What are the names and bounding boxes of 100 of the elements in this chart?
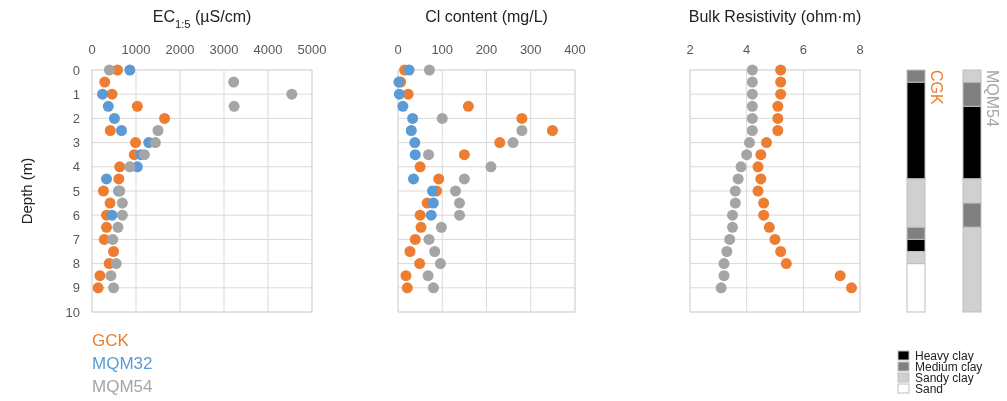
point bbox=[131, 100, 143, 112]
text: GCK bbox=[92, 331, 130, 350]
point bbox=[732, 173, 744, 185]
point bbox=[755, 173, 767, 185]
point bbox=[715, 282, 727, 294]
point bbox=[108, 112, 120, 124]
x-tick-label: 3000 bbox=[209, 42, 239, 57]
point bbox=[454, 209, 466, 221]
x-tick-label: 300 bbox=[519, 42, 542, 57]
point bbox=[102, 100, 114, 112]
point bbox=[434, 258, 446, 270]
point bbox=[425, 209, 437, 221]
point bbox=[755, 149, 767, 161]
y-tick-label: 0 bbox=[72, 62, 80, 78]
point bbox=[752, 161, 764, 173]
point bbox=[763, 221, 775, 233]
point bbox=[450, 185, 462, 197]
point bbox=[103, 64, 115, 76]
point bbox=[746, 76, 758, 88]
point bbox=[727, 221, 738, 233]
point bbox=[744, 137, 755, 149]
point bbox=[393, 88, 405, 100]
point bbox=[427, 185, 439, 197]
point bbox=[130, 137, 142, 149]
point bbox=[772, 112, 784, 124]
point bbox=[104, 125, 116, 136]
x-tick-label: 400 bbox=[564, 42, 586, 57]
point bbox=[409, 233, 421, 245]
point bbox=[769, 233, 781, 245]
point bbox=[397, 100, 409, 112]
x-tick-label: 0 bbox=[394, 42, 402, 57]
point bbox=[435, 221, 447, 233]
point bbox=[423, 233, 435, 245]
y-tick-label: 9 bbox=[72, 280, 80, 296]
point bbox=[427, 282, 439, 294]
point bbox=[729, 197, 741, 209]
x-tick-label: 200 bbox=[475, 42, 498, 57]
point bbox=[114, 161, 126, 173]
point bbox=[110, 258, 122, 270]
chart-title: EC$_{1:5}$ (µS/cm) bbox=[152, 8, 252, 30]
point bbox=[775, 88, 787, 100]
point bbox=[758, 209, 770, 221]
point bbox=[758, 197, 770, 209]
y-tick-label: 10 bbox=[65, 304, 80, 320]
x-tick-label: 1000 bbox=[121, 42, 151, 57]
y-axis-title: Depth (m) bbox=[18, 157, 35, 225]
point bbox=[113, 173, 125, 185]
point bbox=[507, 137, 519, 149]
point bbox=[772, 125, 784, 136]
point bbox=[724, 233, 736, 245]
chart-title: Bulk Resistivity (ohm·m) bbox=[688, 8, 862, 25]
point bbox=[407, 112, 419, 124]
point bbox=[407, 173, 419, 185]
point bbox=[104, 197, 116, 209]
point bbox=[92, 282, 104, 294]
point bbox=[414, 258, 426, 270]
chart-title: Cl content (mg/L) bbox=[425, 8, 548, 25]
x-tick-label: 2 bbox=[686, 42, 694, 57]
point bbox=[228, 100, 240, 112]
point bbox=[94, 270, 106, 282]
point bbox=[761, 137, 772, 149]
point bbox=[108, 246, 120, 257]
point bbox=[427, 197, 439, 209]
point bbox=[436, 112, 448, 124]
point bbox=[116, 209, 128, 221]
point bbox=[99, 76, 111, 88]
point bbox=[462, 100, 474, 112]
point bbox=[415, 221, 427, 233]
point bbox=[423, 64, 435, 76]
point bbox=[414, 161, 426, 173]
point bbox=[727, 209, 738, 221]
point bbox=[108, 282, 120, 294]
category-label: MQM54 bbox=[984, 70, 1001, 127]
point bbox=[746, 88, 758, 100]
point bbox=[433, 173, 445, 185]
point bbox=[414, 209, 426, 221]
point bbox=[429, 246, 441, 257]
y-tick-label: 1 bbox=[72, 86, 80, 102]
point bbox=[159, 112, 171, 124]
point bbox=[405, 125, 417, 136]
point bbox=[404, 246, 416, 257]
point bbox=[423, 149, 435, 161]
y-tick-label: 2 bbox=[72, 110, 80, 126]
point bbox=[101, 221, 113, 233]
point bbox=[409, 149, 421, 161]
x-tick-label: 5000 bbox=[297, 42, 327, 57]
point bbox=[834, 270, 846, 282]
point bbox=[107, 233, 119, 245]
point bbox=[422, 270, 434, 282]
point bbox=[149, 137, 161, 149]
point bbox=[101, 173, 113, 185]
point bbox=[97, 88, 109, 100]
point bbox=[286, 88, 298, 100]
point bbox=[746, 100, 758, 112]
point bbox=[721, 246, 733, 257]
point bbox=[746, 125, 758, 136]
point bbox=[741, 149, 753, 161]
point bbox=[718, 270, 730, 282]
y-tick-label: 3 bbox=[72, 135, 80, 151]
point bbox=[746, 112, 758, 124]
